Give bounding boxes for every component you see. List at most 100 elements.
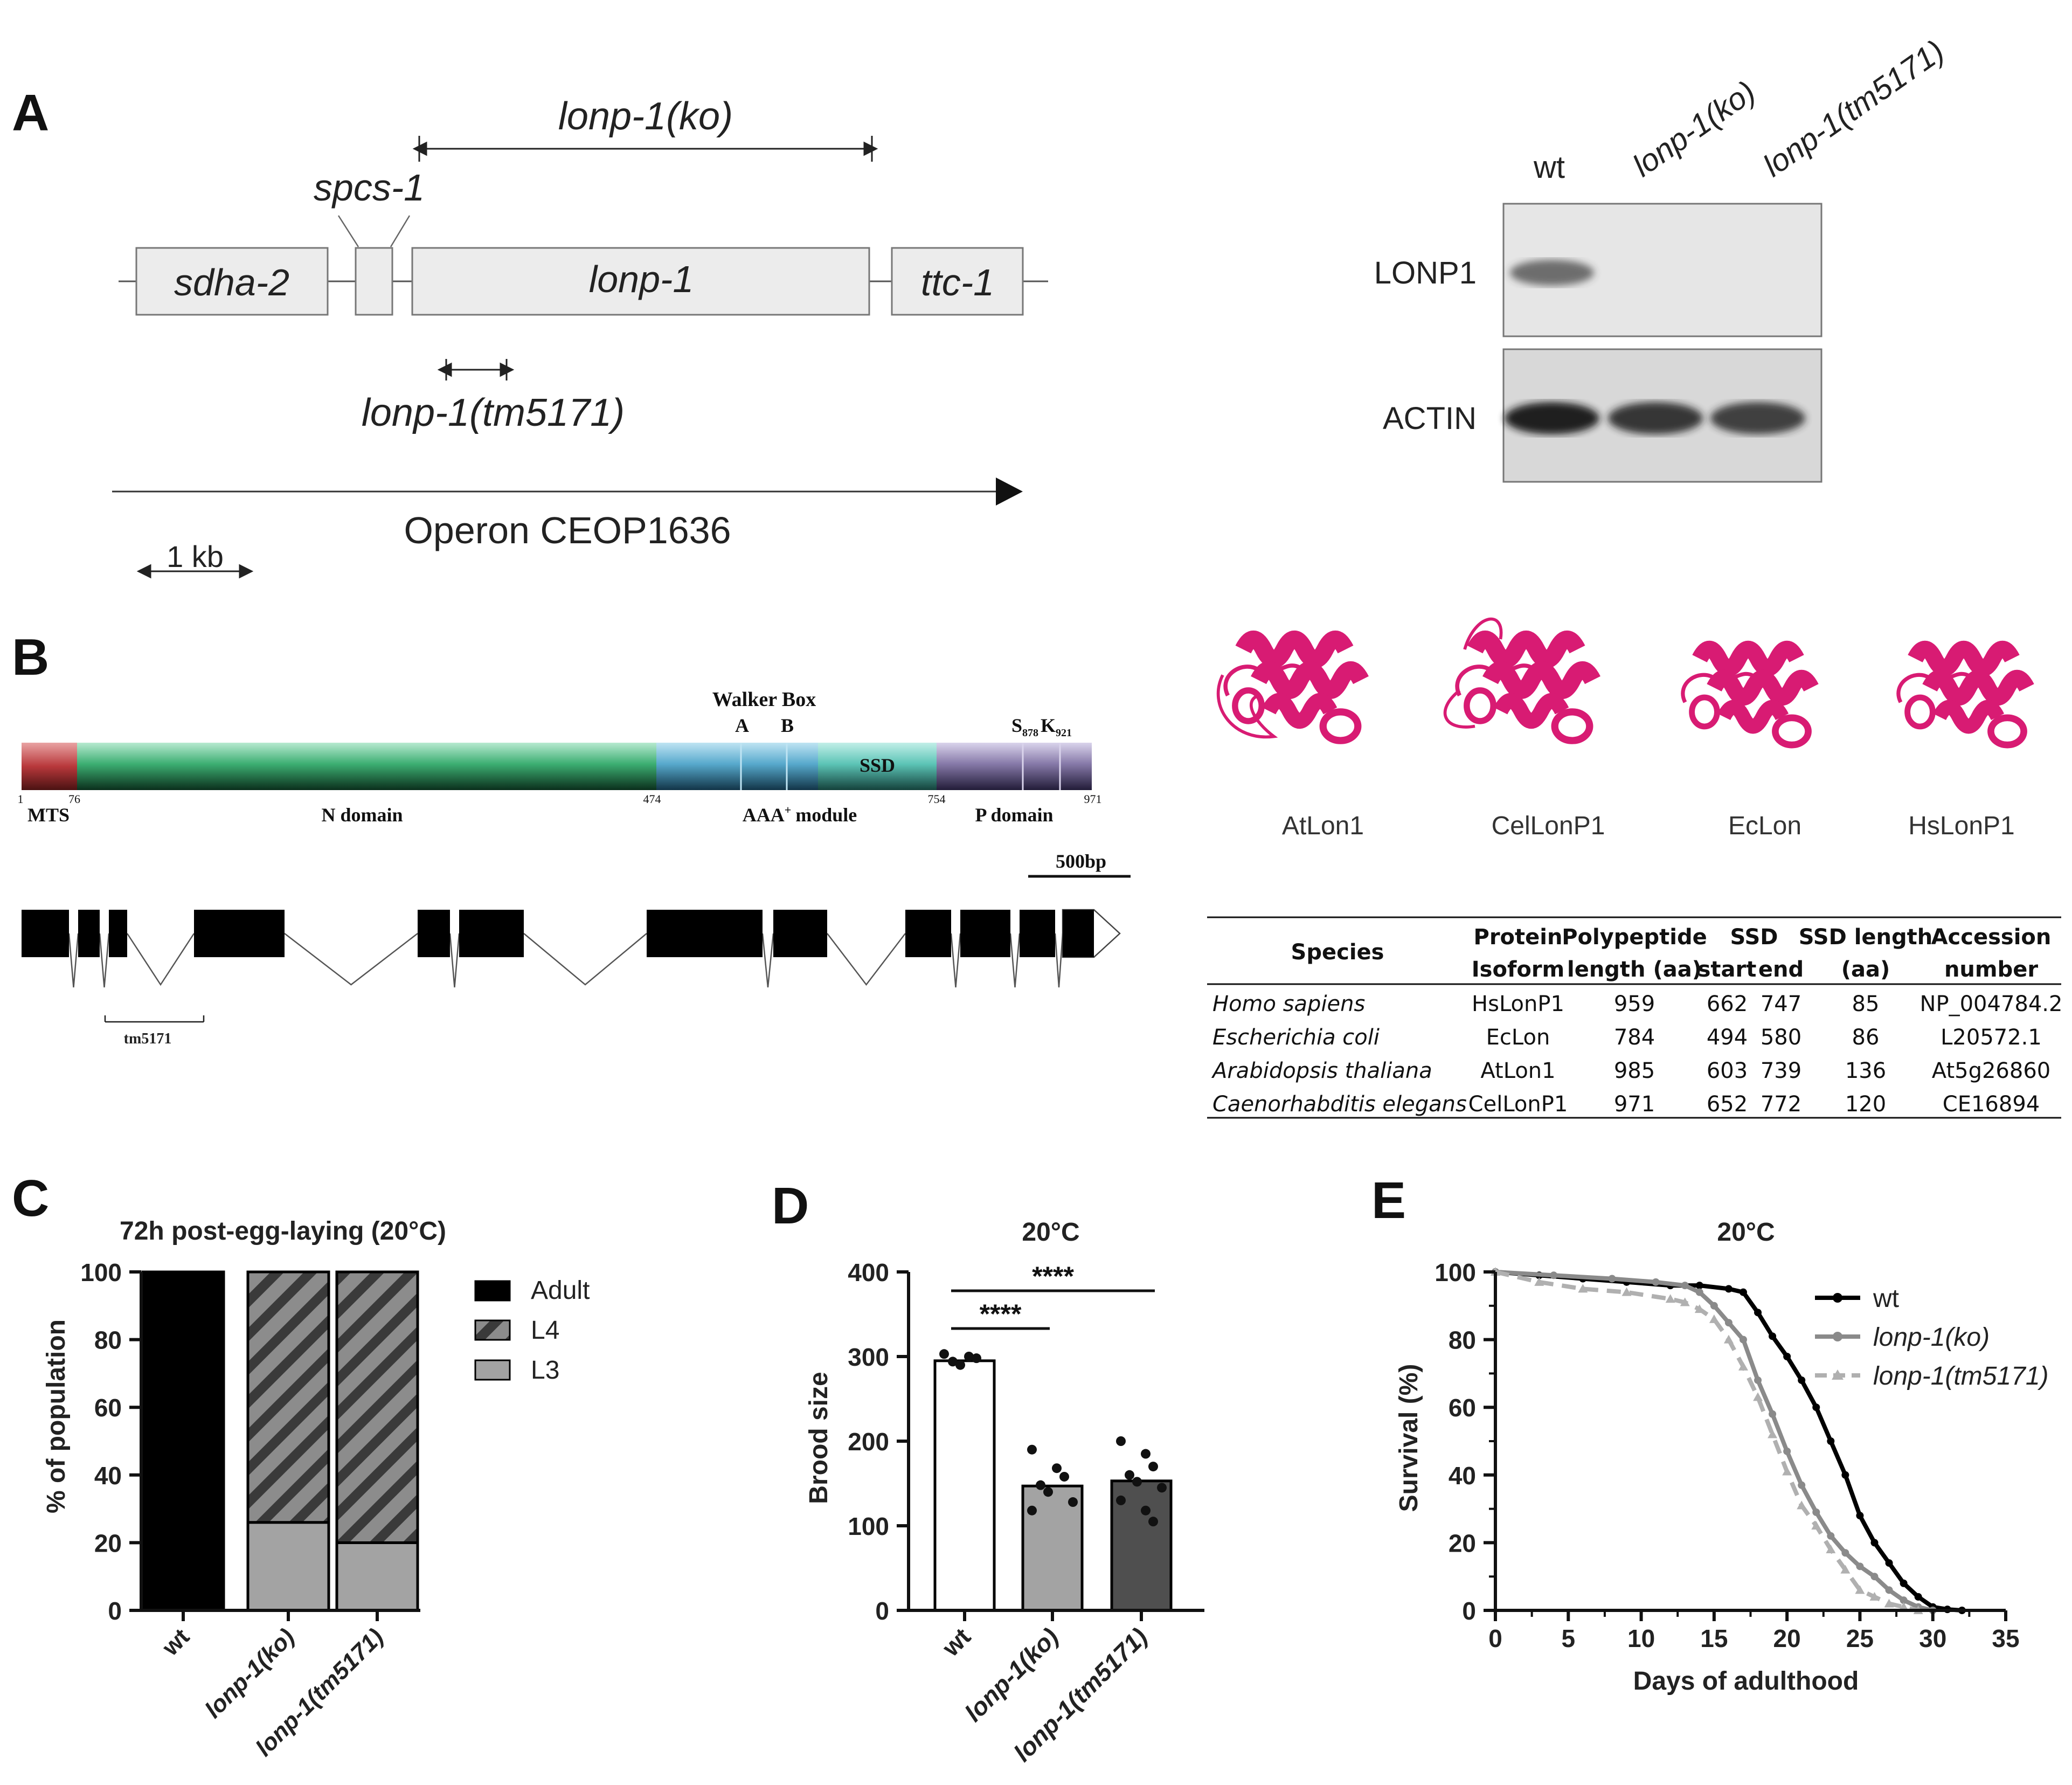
y-tick-label: 100 xyxy=(848,1512,889,1540)
series-point-wt xyxy=(1827,1437,1835,1445)
x-tick-label: 30 xyxy=(1919,1624,1946,1652)
blot-band-actin-wt xyxy=(1505,402,1599,434)
panel-letter-d: D xyxy=(772,1177,809,1235)
legend-adult-label: Adult xyxy=(531,1276,590,1305)
series-point-lonp-1-tm5171 xyxy=(1621,1287,1632,1296)
table-cell-accession: NP_004784.2 xyxy=(1920,992,2063,1016)
chart-e-ylabel: Survival (%) xyxy=(1395,1364,1423,1512)
series-point-lonp-1-tm5171 xyxy=(1797,1500,1807,1510)
panel-d: D 20°C Brood size wtlonp-1(ko)lonp-1(tm5… xyxy=(772,1177,1204,1767)
exon-block xyxy=(1063,910,1094,957)
th-aa: (aa) xyxy=(1841,957,1890,982)
bar-wt-adult xyxy=(141,1270,225,1612)
chart-d-title: 20°C xyxy=(1022,1218,1079,1247)
table-cell-length: 784 xyxy=(1614,1025,1655,1050)
table-cell-length: 959 xyxy=(1614,992,1655,1016)
x-tick-label: 15 xyxy=(1700,1624,1728,1652)
series-point-wt xyxy=(1783,1353,1791,1360)
legend-marker-lonp-1-tm5171 xyxy=(1832,1369,1844,1380)
chart-d-ylabel: Brood size xyxy=(805,1372,833,1504)
series-point-lonp-1-tm5171 xyxy=(1534,1277,1544,1286)
y-tick-label: 300 xyxy=(848,1343,889,1371)
x-tick-label: 5 xyxy=(1561,1624,1575,1652)
bar-lonp-1-tm5171-l3 xyxy=(335,1541,419,1612)
table-cell-isoform: CelLonP1 xyxy=(1468,1092,1568,1117)
series-point-wt xyxy=(1695,1282,1703,1290)
x-tick-label: 20 xyxy=(1773,1624,1801,1652)
table-cell-accession: CE16894 xyxy=(1943,1092,2040,1117)
domain-aaa-bar xyxy=(656,743,818,790)
th-protein: Protein xyxy=(1474,925,1563,950)
blot-band-actin-lonp-1-tm5171 xyxy=(1710,402,1805,434)
series-point-lonp-1-ko xyxy=(1754,1376,1762,1384)
panel-letter-a: A xyxy=(12,84,49,142)
point-lonp-1-tm5171 xyxy=(1116,1436,1126,1446)
panel-letter-e: E xyxy=(1371,1172,1406,1229)
exon-block xyxy=(109,910,127,957)
series-point-lonp-1-ko xyxy=(1681,1282,1689,1290)
th-accession: Accession xyxy=(1931,925,2052,950)
series-point-lonp-1-tm5171 xyxy=(1840,1565,1851,1574)
table-cell-species: Homo sapiens xyxy=(1212,992,1365,1016)
intron-line xyxy=(99,933,110,988)
bar-lonp-1-ko-l3 xyxy=(246,1521,330,1612)
x-tick-label: 0 xyxy=(1488,1624,1502,1652)
intron-line xyxy=(68,933,79,988)
domain-mts-bar xyxy=(22,743,77,790)
point-lonp-1-tm5171 xyxy=(1148,1462,1158,1472)
scale-1kb-label: 1 kb xyxy=(167,539,224,573)
chart-c-legend: Adult L4 L3 xyxy=(474,1276,590,1385)
exon-block xyxy=(709,910,763,957)
legend-marker-lonp-1-ko xyxy=(1833,1332,1842,1341)
pos-1: 1 xyxy=(18,792,24,806)
series-point-wt xyxy=(1724,1285,1733,1293)
series-point-lonp-1-tm5171 xyxy=(1709,1314,1719,1323)
series-point-lonp-1-tm5171 xyxy=(1898,1602,1909,1611)
exon-block xyxy=(418,910,450,957)
pos-474: 474 xyxy=(643,792,661,806)
y-tick-label: 400 xyxy=(848,1258,889,1286)
x-tick-label: 25 xyxy=(1846,1624,1874,1652)
table-cell-ssd-length: 85 xyxy=(1852,992,1880,1016)
x-tick-label-wt: wt xyxy=(157,1623,195,1661)
table-cell-ssd-length: 120 xyxy=(1845,1092,1886,1117)
series-point-wt xyxy=(1900,1579,1908,1587)
spcs-1-pointer-left xyxy=(337,215,359,247)
gene-label-spcs-1: spcs-1 xyxy=(314,167,425,209)
x-tick-label-wt: wt xyxy=(936,1622,976,1662)
series-point-lonp-1-tm5171 xyxy=(1782,1466,1792,1476)
walker-a-label: A xyxy=(735,715,749,736)
point-lonp-1-tm5171 xyxy=(1132,1477,1142,1487)
exon-block xyxy=(960,910,1010,957)
gene-label-sdha-2: sdha-2 xyxy=(174,261,289,303)
ssd-table: Species Protein Polypeptide SSD SSD leng… xyxy=(1207,916,2063,1119)
point-wt xyxy=(964,1352,974,1361)
gene-label-lonp-1: lonp-1 xyxy=(589,258,694,300)
structure-label-hslonp1: HsLonP1 xyxy=(1908,812,2014,840)
series-point-wt xyxy=(1856,1512,1864,1520)
series-point-wt xyxy=(1812,1403,1820,1412)
point-wt xyxy=(948,1357,958,1367)
series-point-lonp-1-tm5171 xyxy=(1884,1599,1894,1608)
pos-76: 76 xyxy=(68,792,80,806)
intron-line xyxy=(523,933,647,986)
walker-b-label: B xyxy=(781,715,794,736)
structure-cellonp1 xyxy=(1443,617,1593,741)
gene-box-spcs-1 xyxy=(355,247,393,316)
structure-label-atlon1: AtLon1 xyxy=(1282,812,1364,840)
th-end: end xyxy=(1758,957,1804,982)
exon-block xyxy=(773,910,827,957)
exon-block xyxy=(905,910,951,957)
bar-lonp-1-ko-l4 xyxy=(246,1270,330,1524)
protein-structures: AtLon1 CelLonP1 EcLon HsLonP1 xyxy=(1216,617,2027,840)
structure-atlon1 xyxy=(1216,639,1361,741)
table-cell-species: Arabidopsis thaliana xyxy=(1211,1058,1432,1083)
point-lonp-1-ko xyxy=(1043,1487,1053,1497)
series-point-lonp-1-tm5171 xyxy=(1578,1284,1588,1293)
table-cell-length: 985 xyxy=(1614,1058,1655,1083)
series-point-lonp-1-ko xyxy=(1710,1302,1718,1310)
series-point-lonp-1-ko xyxy=(1739,1336,1747,1344)
point-lonp-1-tm5171 xyxy=(1148,1517,1158,1527)
